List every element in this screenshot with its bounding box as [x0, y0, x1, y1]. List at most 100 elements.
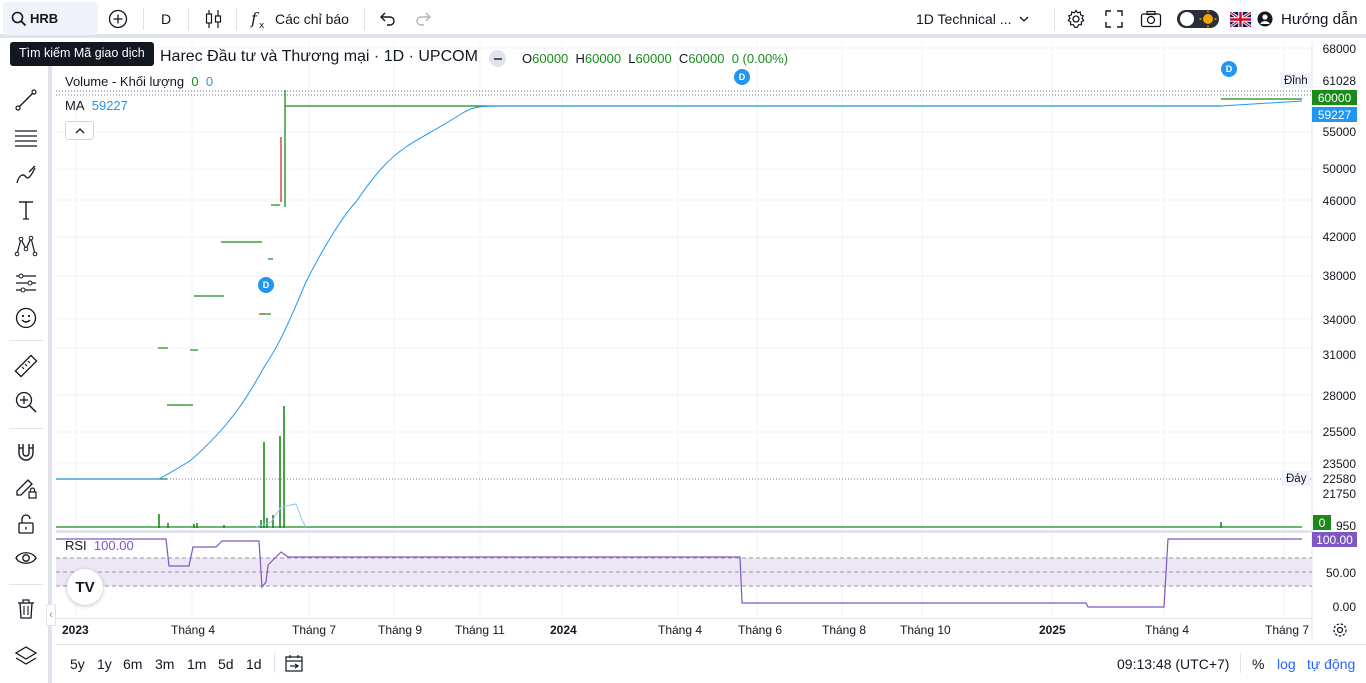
volume-legend[interactable]: Volume - Khối lượng 0 0 — [65, 74, 213, 89]
compare-add-symbol-button[interactable] — [104, 5, 132, 33]
remove-drawings-tool[interactable] — [12, 595, 40, 623]
stay-in-drawing-mode-tool[interactable] — [12, 474, 40, 502]
legend-more-button[interactable] — [489, 50, 506, 67]
lock-drawings-tool[interactable] — [12, 510, 40, 538]
trend-line-tool[interactable] — [12, 86, 40, 114]
pattern-tool[interactable] — [12, 232, 40, 260]
redo-icon — [416, 12, 431, 26]
time-axis-label: Tháng 6 — [738, 623, 783, 637]
range-1d-button[interactable]: 1d — [246, 656, 262, 672]
range-5d-button[interactable]: 5d — [218, 656, 234, 672]
time-axis[interactable] — [56, 618, 1312, 640]
horizontal-lines-icon — [15, 130, 37, 147]
layout-name: 1D Technical ... — [916, 11, 1012, 27]
rsi-value: 100.00 — [93, 538, 134, 553]
range-6m-button[interactable]: 6m — [123, 656, 143, 672]
low-value-label: 22580 — [1322, 472, 1356, 486]
percent-scale-button[interactable]: % — [1252, 656, 1265, 672]
symbol-search-button[interactable]: HRB — [3, 2, 98, 35]
chart-type-button[interactable] — [199, 5, 227, 33]
magnet-icon — [18, 444, 34, 461]
forecast-icon — [16, 273, 36, 293]
clock-timezone[interactable]: 09:13:48 (UTC+7) — [1117, 656, 1230, 672]
range-1y-button[interactable]: 1y — [97, 656, 112, 672]
object-tree-button[interactable] — [12, 642, 40, 670]
ruler-icon — [14, 354, 38, 378]
layout-select[interactable]: 1D Technical ... — [916, 5, 1048, 33]
price-axis-label: 31000 — [1322, 348, 1356, 362]
axis-settings-button[interactable] — [1332, 622, 1348, 641]
plus-circle-icon — [108, 9, 128, 29]
camera-icon — [1140, 10, 1162, 28]
ma-legend[interactable]: MA 59227 — [65, 98, 128, 113]
time-axis-label: Tháng 7 — [1265, 623, 1310, 637]
fullscreen-icon — [1105, 10, 1123, 28]
time-axis-label: Tháng 11 — [455, 623, 505, 637]
toolbar-divider — [274, 653, 275, 673]
settings-button[interactable] — [1063, 5, 1089, 33]
low-key: L — [628, 51, 636, 66]
toolbar-divider — [9, 340, 43, 341]
ma-label: MA — [65, 98, 85, 113]
time-axis-label: Tháng 8 — [822, 623, 867, 637]
chart-pane[interactable] — [56, 42, 1366, 641]
time-axis-label: Tháng 9 — [378, 623, 423, 637]
dividend-marker[interactable]: D — [258, 277, 274, 293]
hide-drawings-tool[interactable] — [12, 544, 40, 572]
dividend-marker[interactable]: D — [1221, 61, 1237, 77]
price-axis-label: 23500 — [1322, 457, 1356, 471]
low-label: Đáy — [1282, 471, 1311, 486]
toolbar-divider — [1054, 8, 1055, 30]
toolbar-divider — [236, 8, 237, 30]
change-value: 0 (0.00%) — [731, 51, 789, 66]
rsi-legend[interactable]: RSI 100.00 — [65, 538, 134, 553]
language-button[interactable] — [1229, 5, 1251, 33]
zoom-in-tool[interactable] — [12, 388, 40, 416]
text-tool[interactable] — [12, 196, 40, 224]
redo-button[interactable] — [411, 5, 437, 33]
price-axis-label: 50000 — [1322, 162, 1356, 176]
interval-button[interactable]: D — [160, 11, 172, 27]
prediction-tool[interactable] — [12, 269, 40, 297]
tradingview-logo-text: TV — [75, 578, 95, 596]
measure-tool[interactable] — [12, 352, 40, 380]
pane-separator — [56, 530, 1312, 533]
brush-tool[interactable] — [12, 161, 40, 189]
fullscreen-button[interactable] — [1101, 5, 1127, 33]
price-chart[interactable] — [56, 42, 1366, 641]
collapse-legend-button[interactable] — [65, 121, 94, 140]
text-icon — [19, 201, 33, 220]
trash-icon — [18, 599, 34, 619]
auto-scale-button[interactable]: tự động — [1307, 656, 1356, 672]
magnet-tool[interactable] — [12, 438, 40, 466]
high-key: H — [575, 51, 585, 66]
log-scale-button[interactable]: log — [1277, 656, 1296, 672]
theme-toggle[interactable] — [1176, 5, 1220, 33]
symbol-legend-title: Harec Đầu tư và Thương mại · 1D · UPCOM — [160, 48, 478, 65]
price-axis-label: 21750 — [1322, 487, 1356, 501]
symbol-search-tooltip: Tìm kiếm Mã giao dịch — [10, 42, 154, 66]
screenshot-button[interactable] — [1138, 5, 1164, 33]
range-5y-button[interactable]: 5y — [70, 656, 85, 672]
icon-tool[interactable] — [12, 304, 40, 332]
date-range-button[interactable] — [285, 654, 305, 675]
dividend-marker[interactable]: D — [734, 69, 750, 85]
fib-retracement-tool[interactable] — [12, 124, 40, 152]
price-axis-label: 34000 — [1322, 313, 1356, 327]
smiley-icon — [15, 307, 37, 329]
rsi-tag: 100.00 — [1312, 532, 1357, 547]
range-3m-button[interactable]: 3m — [155, 656, 175, 672]
chevron-left-icon: ‹ — [49, 609, 53, 621]
price-axis-label: 46000 — [1322, 194, 1356, 208]
low-value: 60000 — [635, 51, 672, 66]
help-button[interactable]: Hướng dẫn — [1257, 5, 1361, 33]
toolbar-collapse-arrow[interactable]: ‹ — [46, 604, 56, 626]
gear-icon — [1333, 623, 1347, 637]
unlock-icon — [18, 514, 34, 534]
tradingview-logo[interactable]: TV — [67, 569, 103, 605]
range-1m-button[interactable]: 1m — [187, 656, 207, 672]
uk-flag-icon — [1229, 11, 1251, 27]
undo-button[interactable] — [374, 5, 400, 33]
